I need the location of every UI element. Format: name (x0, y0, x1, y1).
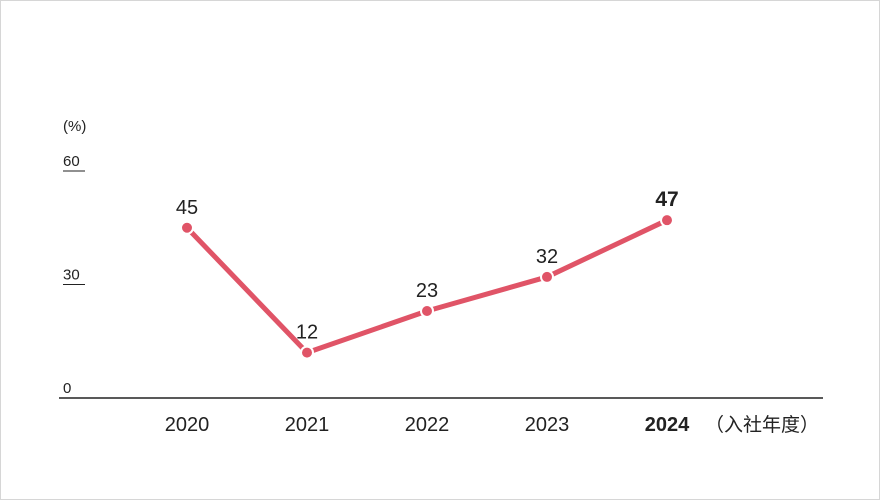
data-point (420, 303, 434, 318)
x-axis-ticks: 2020 2021 2022 2023 2024 (165, 414, 690, 436)
x-tick-label: 2024 (645, 414, 690, 436)
data-point (300, 345, 314, 360)
x-tick-label: 2021 (285, 414, 330, 436)
data-label: 45 (176, 197, 198, 219)
y-tick-label: 0 (63, 380, 71, 397)
x-tick-label: 2020 (165, 414, 210, 436)
y-axis-unit: (%) (63, 118, 86, 135)
x-axis-unit: （入社年度） (705, 414, 819, 436)
data-label: 32 (536, 246, 558, 268)
data-label: 23 (416, 280, 438, 302)
series-line-group: 45 12 23 32 47 (176, 188, 679, 360)
x-tick-label: 2022 (405, 414, 450, 436)
data-point (660, 213, 674, 228)
y-axis-ticks: 0 30 60 (63, 153, 85, 397)
y-tick-label: 30 (63, 267, 80, 284)
data-point (180, 220, 194, 235)
data-label: 47 (655, 188, 678, 211)
data-point (540, 269, 554, 284)
y-tick-label: 60 (63, 153, 80, 170)
data-label: 12 (296, 322, 318, 344)
x-tick-label: 2023 (525, 414, 570, 436)
